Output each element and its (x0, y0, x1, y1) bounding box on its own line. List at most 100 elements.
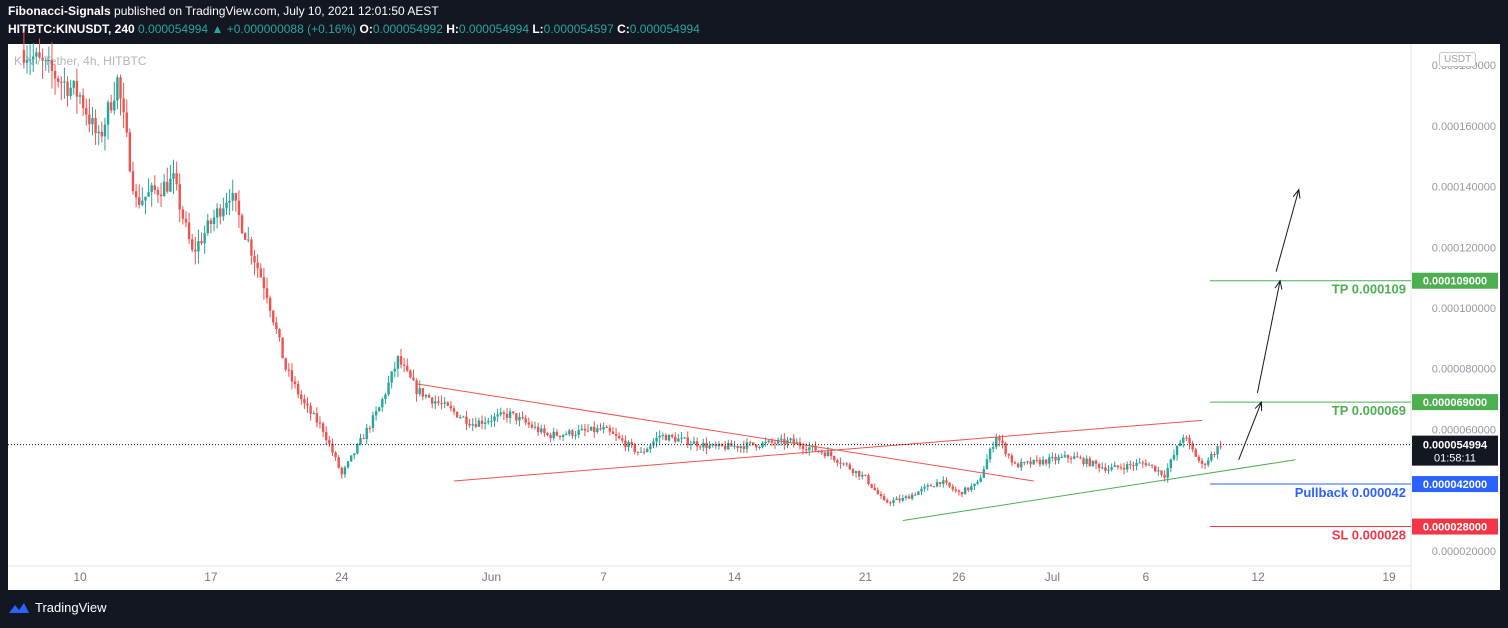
arrow-head[interactable] (1254, 400, 1263, 412)
candle-body (742, 446, 746, 449)
candle-body (487, 421, 490, 423)
candle-body (942, 480, 945, 484)
candle-body (1048, 457, 1051, 464)
candle-body (296, 383, 300, 395)
candle-body (608, 427, 612, 432)
symbol-label[interactable]: HITBTC:KINUSDT, 240 (8, 22, 135, 36)
candle-body (381, 399, 384, 408)
trendline[interactable] (453, 419, 1203, 482)
high-value: 0.000054994 (458, 22, 529, 36)
current-price-value: 0.000054994 (1423, 440, 1488, 452)
candle-body (1144, 463, 1148, 466)
tradingview-footer[interactable]: TradingView (8, 600, 107, 615)
candle-body (325, 431, 328, 441)
low-value: 0.000054597 (543, 22, 614, 36)
candle-body (630, 442, 633, 445)
candle-body (879, 494, 883, 497)
trendline-layer[interactable] (416, 383, 1296, 521)
candle-body (446, 402, 449, 406)
candle-body (455, 411, 459, 418)
candle-body (658, 435, 661, 438)
time-tick-label: 12 (1251, 570, 1265, 584)
candle-body (81, 95, 85, 109)
candle-body (1016, 463, 1020, 468)
candle-body (1038, 459, 1042, 465)
candle-body (368, 427, 372, 429)
candle-body (705, 442, 708, 449)
candle-body (343, 467, 347, 475)
candle-body (991, 447, 995, 449)
candle-body (923, 486, 926, 489)
candle-body (53, 70, 57, 79)
trendline[interactable] (416, 383, 1034, 482)
candle-body (134, 191, 138, 198)
candle-body (527, 422, 530, 425)
candle-body (652, 441, 655, 446)
candle-body (94, 118, 97, 134)
candle-body (150, 185, 153, 193)
candle-body (278, 328, 281, 338)
candle-body (1119, 467, 1123, 469)
candle-body (1107, 469, 1110, 471)
candle-body (490, 420, 493, 422)
projection-arrows[interactable] (1238, 188, 1301, 460)
time-axis[interactable]: 10 17 24 Jun 7 14 21 26 Jul 6 12 19 (73, 570, 1396, 584)
candle-body (1178, 442, 1182, 447)
candle-body (147, 192, 150, 197)
candle-body (515, 413, 518, 421)
candle-body (1169, 459, 1173, 469)
price-tick-label: 0.000060000 (1432, 424, 1496, 436)
candle-body (1135, 462, 1138, 467)
candle-body (680, 437, 683, 439)
candle-body (649, 445, 652, 449)
candle-body (801, 446, 805, 450)
candle-body (109, 102, 113, 111)
candle-body (524, 418, 527, 423)
candle-body (234, 193, 238, 201)
candle-body (1110, 467, 1113, 470)
candle-body (1191, 443, 1194, 450)
level-axis-value: 0.000109000 (1423, 276, 1487, 288)
candle-body (512, 411, 515, 414)
candle-body (365, 427, 368, 440)
trendline[interactable] (902, 459, 1296, 521)
candle-body (826, 451, 830, 457)
time-tick-label: 26 (952, 570, 966, 584)
arrow-shaft[interactable] (1238, 401, 1262, 460)
currency-badge[interactable]: USDT (1439, 52, 1477, 67)
candle-body (387, 382, 390, 395)
candle-body (605, 426, 608, 428)
candle-body (393, 368, 396, 372)
candle-body (789, 438, 792, 441)
arrow-shaft[interactable] (1275, 189, 1300, 272)
candle-series (22, 31, 1222, 507)
candle-body (1085, 458, 1088, 465)
candle-body (530, 424, 534, 428)
candle-body (988, 448, 992, 460)
candle-body (178, 184, 181, 210)
candle-body (792, 438, 795, 444)
arrow-head[interactable] (1274, 279, 1283, 290)
candle-body (780, 438, 783, 440)
candle-body (215, 208, 219, 218)
candle-body (583, 428, 587, 431)
level-layer[interactable]: TP 0.000109 0.000109000 TP 0.000069 0.00006… (1210, 272, 1498, 543)
candle-body (219, 208, 222, 217)
candle-body (814, 445, 817, 451)
candle-body (468, 423, 471, 426)
arrow-shaft[interactable] (1256, 280, 1281, 394)
candle-body (47, 59, 51, 61)
candle-body (1054, 456, 1057, 461)
candle-body (371, 415, 375, 429)
author-name[interactable]: Fibonacci-Signals (8, 4, 111, 18)
candle-body (206, 220, 209, 234)
candle-body (1041, 459, 1045, 465)
candle-body (359, 438, 362, 445)
price-axis[interactable]: 0.0001800000.0001600000.0001400000.00012… (1432, 60, 1496, 558)
arrow-head[interactable] (1292, 188, 1301, 199)
candle-body (66, 81, 69, 96)
candle-body (1044, 459, 1048, 464)
candle-body (194, 249, 197, 252)
candle-body (253, 255, 256, 263)
